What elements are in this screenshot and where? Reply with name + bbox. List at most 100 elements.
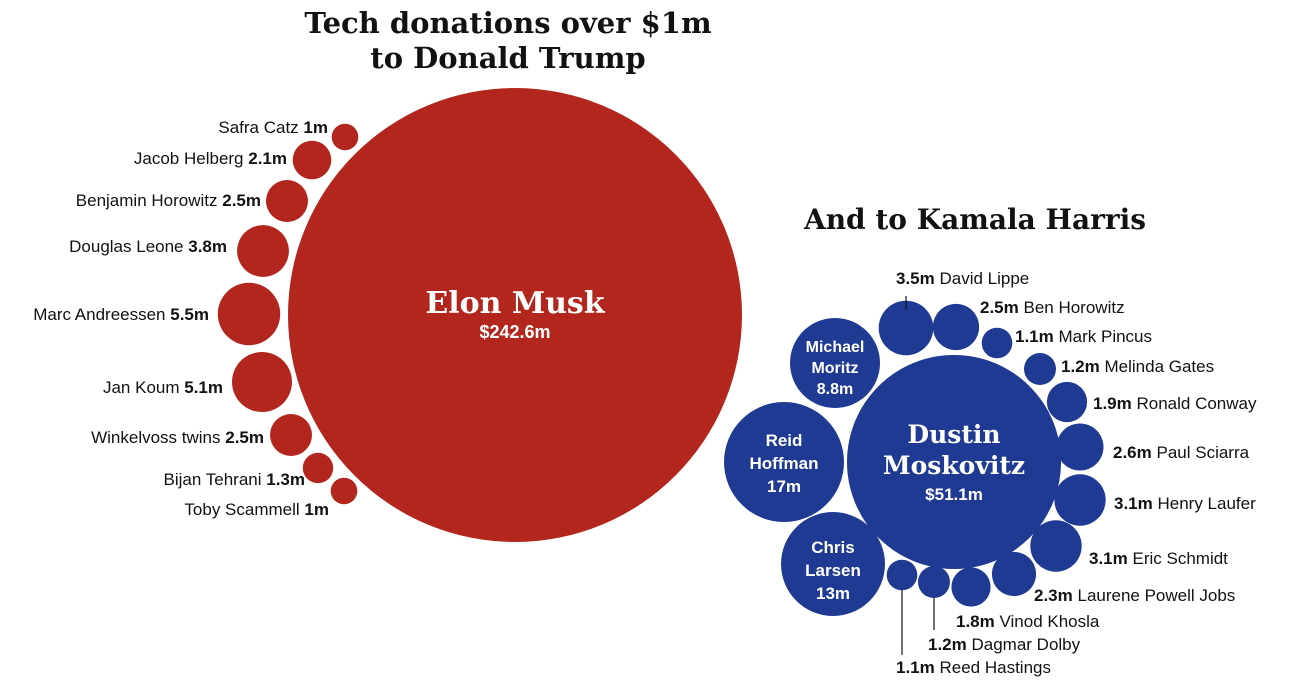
donor-label-marc-andreessen: Marc Andreessen 5.5m — [33, 305, 209, 324]
bubble-eric-schmidt — [1030, 520, 1082, 572]
bubble-laurene-powell-jobs — [991, 551, 1037, 597]
bubble-dagmar-dolby — [918, 566, 950, 598]
donor-amount-david-lippe: 3.5m — [896, 269, 935, 288]
donor-name-dagmar-dolby: Dagmar Dolby — [971, 635, 1080, 654]
trump-small-donors: Safra Catz 1m Jacob Helberg 2.1m Benjamin … — [33, 118, 359, 519]
bubble-douglas-leone — [237, 225, 289, 277]
bubble-chris-larsen — [781, 512, 885, 616]
bubble-paul-sciarra — [1056, 423, 1104, 471]
donor-amount-bijan-tehrani: 1.3m — [266, 470, 305, 489]
donor-name-melinda-gates: Melinda Gates — [1104, 357, 1214, 376]
bubble-value-dustin: $51.1m — [925, 485, 983, 504]
donor-name-david-lippe: David Lippe — [939, 269, 1029, 288]
bubble-label-larsen-line2: Larsen — [805, 561, 861, 580]
bubble-label-larsen-line1: Chris — [811, 538, 854, 557]
donor-label-winkelvoss-twins: Winkelvoss twins 2.5m — [91, 428, 264, 447]
bubble-bijan-tehrani — [302, 452, 334, 484]
donor-amount-ronald-conway: 1.9m — [1093, 394, 1132, 413]
donor-label-benjamin-horowitz: Benjamin Horowitz 2.5m — [76, 191, 261, 210]
donor-name-ben-horowitz: Ben Horowitz — [1023, 298, 1124, 317]
donor-name-laurene-powell-jobs: Laurene Powell Jobs — [1077, 586, 1235, 605]
donor-label-david-lippe: 3.5m David Lippe — [896, 269, 1029, 288]
bubble-benjamin-horowitz — [266, 180, 308, 222]
donor-amount-vinod-khosla: 1.8m — [956, 612, 995, 631]
donor-amount-jan-koum: 5.1m — [184, 378, 223, 397]
donor-label-mark-pincus: 1.1m Mark Pincus — [1015, 327, 1152, 346]
bubble-label-hoffman-line1: Reid — [766, 431, 803, 450]
donor-amount-reed-hastings: 1.1m — [896, 658, 935, 677]
donor-label-jan-koum: Jan Koum 5.1m — [103, 378, 223, 397]
donor-amount-ben-horowitz: 2.5m — [980, 298, 1019, 317]
bubble-label-moritz-line2: Moritz — [811, 360, 858, 377]
bubble-henry-laufer — [1054, 474, 1106, 526]
donor-amount-dagmar-dolby: 1.2m — [928, 635, 967, 654]
donor-name-benjamin-horowitz: Benjamin Horowitz — [76, 191, 218, 210]
bubble-elon-musk — [288, 88, 742, 542]
bubble-value-larsen: 13m — [816, 584, 850, 603]
donor-amount-melinda-gates: 1.2m — [1061, 357, 1100, 376]
bubble-reid-hoffman — [724, 402, 844, 522]
chart-title-harris: And to Kamala Harris — [803, 203, 1146, 236]
donor-amount-paul-sciarra: 2.6m — [1113, 443, 1152, 462]
donor-amount-henry-laufer: 3.1m — [1114, 494, 1153, 513]
bubble-label-dustin-line1: Dustin — [907, 420, 1000, 449]
trump-donations-group: Elon Musk $242.6m — [288, 88, 742, 542]
donor-name-henry-laufer: Henry Laufer — [1157, 494, 1256, 513]
donor-amount-laurene-powell-jobs: 2.3m — [1034, 586, 1073, 605]
donor-name-bijan-tehrani: Bijan Tehrani — [164, 470, 262, 489]
donor-amount-benjamin-horowitz: 2.5m — [222, 191, 261, 210]
bubble-label-elon-musk: Elon Musk — [425, 286, 605, 321]
donor-label-dagmar-dolby: 1.2m Dagmar Dolby — [928, 635, 1081, 654]
donor-name-reed-hastings: Reed Hastings — [939, 658, 1051, 677]
donor-amount-safra-catz: 1m — [303, 118, 328, 137]
bubble-mark-pincus — [981, 327, 1013, 359]
donor-name-jacob-helberg: Jacob Helberg — [134, 149, 244, 168]
donor-label-laurene-powell-jobs: 2.3m Laurene Powell Jobs — [1034, 586, 1235, 605]
donor-name-vinod-khosla: Vinod Khosla — [999, 612, 1099, 631]
donor-name-toby-scammell: Toby Scammell — [184, 500, 299, 519]
donor-name-safra-catz: Safra Catz — [218, 118, 298, 137]
donor-label-ben-horowitz: 2.5m Ben Horowitz — [980, 298, 1125, 317]
donor-label-jacob-helberg: Jacob Helberg 2.1m — [134, 149, 287, 168]
donor-name-marc-andreessen: Marc Andreessen — [33, 305, 165, 324]
bubble-melinda-gates — [1024, 353, 1056, 385]
donor-label-bijan-tehrani: Bijan Tehrani 1.3m — [164, 470, 305, 489]
donor-amount-mark-pincus: 1.1m — [1015, 327, 1054, 346]
donor-label-douglas-leone: Douglas Leone 3.8m — [69, 237, 227, 256]
harris-small-donors: 3.5m David Lippe 2.5m Ben Horowitz 1.1m Ma… — [878, 269, 1257, 677]
donor-amount-toby-scammell: 1m — [304, 500, 329, 519]
harris-donations-group: Dustin Moskovitz $51.1m Michael Moritz 8… — [724, 318, 1061, 616]
chart-title-trump-line2: to Donald Trump — [370, 41, 645, 75]
donor-label-reed-hastings: 1.1m Reed Hastings — [896, 658, 1051, 677]
donor-label-ronald-conway: 1.9m Ronald Conway — [1093, 394, 1257, 413]
bubble-toby-scammell — [330, 477, 358, 505]
bubble-value-moritz: 8.8m — [817, 381, 853, 398]
donor-amount-winkelvoss-twins: 2.5m — [225, 428, 264, 447]
bubble-ben-horowitz — [932, 303, 980, 351]
bubble-label-moritz-line1: Michael — [806, 339, 865, 356]
chart-title-trump-line1: Tech donations over $1m — [304, 6, 712, 40]
bubble-david-lippe — [878, 300, 934, 356]
donor-label-eric-schmidt: 3.1m Eric Schmidt — [1089, 549, 1228, 568]
donor-amount-eric-schmidt: 3.1m — [1089, 549, 1128, 568]
donor-amount-marc-andreessen: 5.5m — [170, 305, 209, 324]
donor-label-paul-sciarra: 2.6m Paul Sciarra — [1113, 443, 1250, 462]
donor-label-safra-catz: Safra Catz 1m — [218, 118, 328, 137]
bubble-label-dustin-line2: Moskovitz — [883, 451, 1025, 480]
donor-name-winkelvoss-twins: Winkelvoss twins — [91, 428, 220, 447]
bubble-reed-hastings — [886, 559, 918, 591]
bubble-michael-moritz — [790, 318, 880, 408]
donor-name-ronald-conway: Ronald Conway — [1136, 394, 1257, 413]
donor-amount-douglas-leone: 3.8m — [188, 237, 227, 256]
bubble-ronald-conway — [1046, 381, 1088, 423]
donor-label-melinda-gates: 1.2m Melinda Gates — [1061, 357, 1214, 376]
bubble-value-elon-musk: $242.6m — [479, 322, 550, 342]
donor-label-vinod-khosla: 1.8m Vinod Khosla — [956, 612, 1100, 631]
donor-name-douglas-leone: Douglas Leone — [69, 237, 183, 256]
bubble-value-hoffman: 17m — [767, 477, 801, 496]
bubble-jacob-helberg — [292, 140, 332, 180]
donor-name-jan-koum: Jan Koum — [103, 378, 180, 397]
bubble-jan-koum — [232, 352, 292, 412]
donor-name-paul-sciarra: Paul Sciarra — [1156, 443, 1249, 462]
